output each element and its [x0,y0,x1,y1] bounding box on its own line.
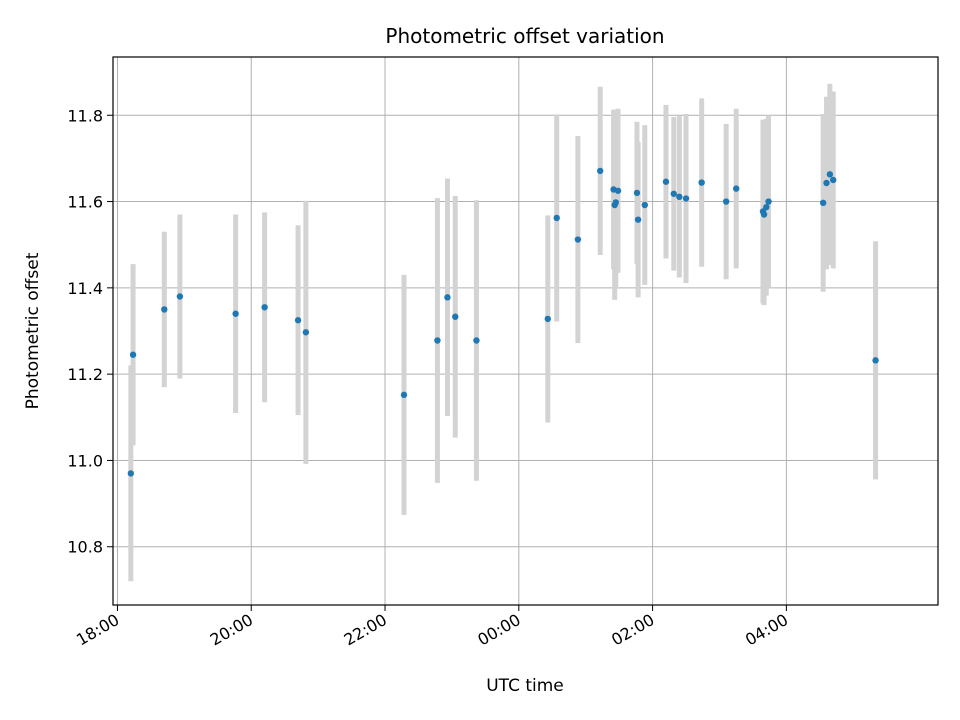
data-point [823,179,830,187]
x-axis-label: UTC time [486,676,564,696]
grid [113,57,938,605]
chart-title: Photometric offset variation [385,24,664,48]
y-tick-label: 11.4 [67,279,103,298]
y-axis-ticks: 10.8 11.0 11.2 11.4 11.6 11.8 [67,106,113,557]
data-point [302,329,310,336]
data-point [473,337,480,344]
y-tick-label: 11.6 [67,193,103,212]
data-point [826,171,834,178]
data-point [819,199,827,207]
data-point [612,199,620,206]
data-point [641,201,648,209]
data-point [765,198,772,205]
data-point [261,304,268,311]
y-tick-label: 11.0 [67,451,103,470]
data-point [553,214,560,222]
data-point [670,190,677,197]
y-tick-label: 11.8 [67,106,103,125]
data-point [872,357,879,364]
data-point [733,185,740,192]
data-point [760,211,768,218]
data-point [129,351,137,358]
data-point [830,176,837,184]
y-tick-label: 10.8 [67,538,103,557]
data-point [544,315,551,323]
data-point [634,216,642,223]
data-point [294,317,302,324]
data-point [763,203,770,211]
data-point [434,337,441,344]
data-point [176,293,184,300]
data-point [161,306,168,313]
data-point [662,178,670,185]
plot-frame [112,56,939,606]
data-point [452,313,459,320]
data-point [444,294,451,301]
data-point [682,195,690,202]
data-point [127,470,135,477]
data-point [232,310,239,317]
data-point [722,198,730,205]
y-tick-label: 11.2 [67,365,103,384]
data-point [400,391,408,399]
data-points [127,167,879,477]
data-point [698,179,705,186]
data-point [574,236,582,243]
data-point [614,187,622,194]
data-point [596,167,604,175]
y-axis-label: Photometric offset [23,252,43,409]
data-point [676,193,683,201]
data-point [633,189,641,197]
